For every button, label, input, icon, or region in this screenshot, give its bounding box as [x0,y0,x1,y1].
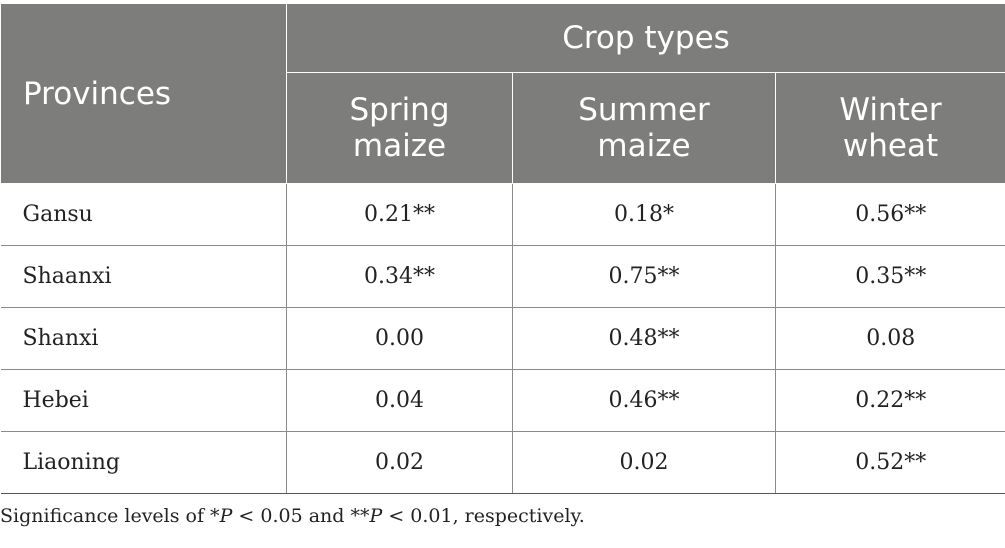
header-summer-maize-line2: maize [597,128,691,164]
footnote-suffix: < 0.01, respectively. [382,505,585,527]
header-winter-wheat-line2: wheat [842,128,939,164]
table-header: Provinces Crop types Spring maize Summer… [0,3,1005,184]
value-cell: 0.22** [775,369,1005,432]
footnote-p-symbol: P [369,505,383,527]
value-cell: 0.02 [512,431,776,494]
header-winter-wheat: Winter wheat [775,72,1005,184]
table-row: Liaoning 0.02 0.02 0.52** [0,431,1005,494]
table-body: Gansu 0.21** 0.18* 0.56** Shaanxi 0.34**… [0,183,1005,494]
footnote-prefix: Significance levels of * [0,505,220,527]
header-provinces: Provinces [0,3,287,184]
table-row: Hebei 0.04 0.46** 0.22** [0,369,1005,432]
value-cell: 0.48** [512,307,776,370]
header-crop-types: Crop types [286,3,1005,73]
footnote-p-symbol: P [219,505,233,527]
province-cell: Hebei [0,369,287,432]
value-cell: 0.18* [512,183,776,246]
value-cell: 0.08 [775,307,1005,370]
header-spring-maize-line2: maize [352,128,447,164]
value-cell: 0.46** [512,369,776,432]
table-row: Shanxi 0.00 0.48** 0.08 [0,307,1005,370]
value-cell: 0.21** [286,183,513,246]
header-summer-maize-line1: Summer [578,92,710,128]
header-spring-maize-line1: Spring [349,92,450,128]
value-cell: 0.75** [512,245,776,308]
value-cell: 0.52** [775,431,1005,494]
value-cell: 0.35** [775,245,1005,308]
table-row: Gansu 0.21** 0.18* 0.56** [0,183,1005,246]
province-cell: Shaanxi [0,245,287,308]
header-spring-maize: Spring maize [286,72,513,184]
footnote-mid: < 0.05 and ** [232,505,370,527]
table-row: Shaanxi 0.34** 0.75** 0.35** [0,245,1005,308]
table-footnote: Significance levels of *P < 0.05 and **P… [0,505,585,527]
province-cell: Shanxi [0,307,287,370]
province-cell: Liaoning [0,431,287,494]
results-table: Provinces Crop types Spring maize Summer… [0,3,1005,494]
value-cell: 0.02 [286,431,513,494]
value-cell: 0.04 [286,369,513,432]
header-winter-wheat-line1: Winter [839,92,942,128]
header-summer-maize: Summer maize [512,72,776,184]
value-cell: 0.00 [286,307,513,370]
value-cell: 0.56** [775,183,1005,246]
province-cell: Gansu [0,183,287,246]
value-cell: 0.34** [286,245,513,308]
